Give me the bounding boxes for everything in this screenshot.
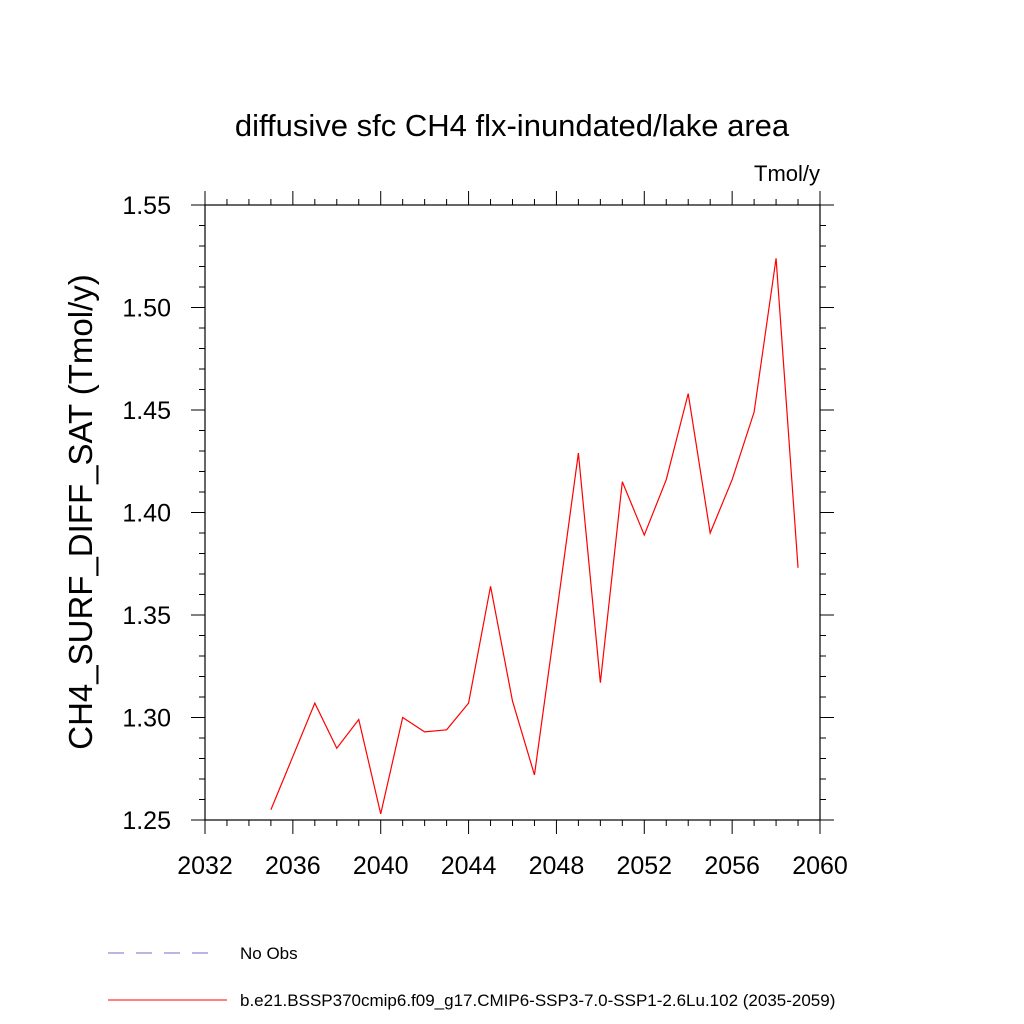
y-tick-labels: 1.25 1.30 1.35 1.40 1.45 1.50 1.55 <box>122 192 171 835</box>
y-tick-label: 1.50 <box>122 295 171 323</box>
x-tick-label: 2060 <box>792 852 848 880</box>
series-line <box>270 258 799 814</box>
legend: No Obs b.e21.BSSP370cmip6.f09_g17.CMIP6-… <box>108 944 835 1010</box>
x-tick-label: 2032 <box>177 852 233 880</box>
y-tick-label: 1.45 <box>122 397 171 425</box>
x-tick-label: 2048 <box>529 852 585 880</box>
x-tick-label: 2044 <box>441 852 497 880</box>
x-tick-label: 2056 <box>704 852 760 880</box>
legend-label-no-obs: No Obs <box>240 944 298 963</box>
legend-label-model-run: b.e21.BSSP370cmip6.f09_g17.CMIP6-SSP3-7.… <box>240 991 835 1010</box>
y-tick-label: 1.55 <box>122 192 171 220</box>
units-label: Tmol/y <box>754 161 820 186</box>
chart-title: diffusive sfc CH4 flx-inundated/lake are… <box>235 108 790 143</box>
plot-frame <box>204 204 821 821</box>
minor-ticks <box>199 199 826 826</box>
y-tick-label: 1.40 <box>122 500 171 528</box>
major-ticks <box>191 191 834 834</box>
x-tick-labels: 2032 2036 2040 2044 2048 2052 2056 2060 <box>177 852 848 880</box>
y-tick-label: 1.25 <box>122 807 171 835</box>
y-tick-label: 1.35 <box>122 602 171 630</box>
x-tick-label: 2040 <box>353 852 409 880</box>
x-tick-label: 2052 <box>616 852 672 880</box>
series-layer <box>270 258 799 814</box>
y-tick-label: 1.30 <box>122 705 171 733</box>
y-axis-label: CH4_SURF_DIFF_SAT (Tmol/y) <box>62 274 99 750</box>
x-tick-label: 2036 <box>265 852 321 880</box>
